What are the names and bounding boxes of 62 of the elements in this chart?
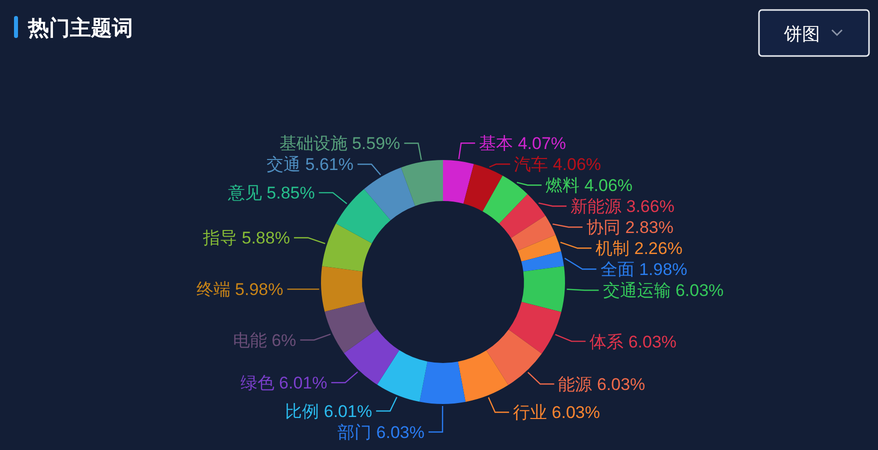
donut-slice <box>344 329 400 385</box>
data-label: 6.03% <box>670 281 724 300</box>
donut-slice <box>521 251 564 272</box>
slice-label: 汽车 <box>514 155 548 174</box>
data-label: 5.59% <box>347 134 400 154</box>
data-label: 4.06% <box>580 176 633 196</box>
slice-label: 指导 <box>202 228 238 248</box>
slice-label: 燃料 <box>546 176 580 196</box>
slice-label: 比例 <box>285 402 320 421</box>
chart-title: 热门主题词 <box>27 16 133 40</box>
donut-slice <box>401 160 443 206</box>
data-label: 5.85% <box>262 184 315 203</box>
data-label: 3.66% <box>622 197 674 216</box>
slice-label: 交通运输 <box>602 281 671 300</box>
slice-label: 新能源 <box>570 197 622 216</box>
slice-label: 能源 <box>558 375 592 394</box>
slice-label: 终端 <box>196 280 230 300</box>
text: 饼图 <box>783 24 820 44</box>
data-label: 6.03% <box>624 332 677 352</box>
data-label: 1.98% <box>634 260 688 280</box>
slice-label: 意见 <box>226 184 262 203</box>
slice-label: 机制 <box>596 239 630 258</box>
data-label: 6.01% <box>319 402 372 421</box>
data-label: 2.83% <box>620 218 674 238</box>
data-label: 6.03% <box>372 423 425 442</box>
data-label: 5.88% <box>237 228 290 248</box>
slice-label: 行业 <box>513 403 548 422</box>
data-label: 4.06% <box>548 155 602 174</box>
slice-label: 基础设施 <box>279 134 348 154</box>
slice-label: 协同 <box>586 218 621 238</box>
slice-label: 全面 <box>600 260 634 280</box>
data-label: 5.98% <box>230 280 284 300</box>
slice-label: 部门 <box>338 423 372 442</box>
data-label: 6% <box>266 330 296 350</box>
slice-label: 绿色 <box>240 374 274 393</box>
donut-slice <box>518 234 562 262</box>
donut-slice <box>336 188 391 244</box>
donut-slice <box>324 302 378 354</box>
donut-slice <box>443 160 474 204</box>
donut-slice <box>499 194 546 238</box>
slice-label: 基本 <box>479 134 514 154</box>
donut-slice <box>510 216 556 251</box>
donut-slice <box>420 362 466 404</box>
data-label: 6.01% <box>274 374 328 393</box>
donut-slice <box>522 266 565 312</box>
data-label: 5.61% <box>300 155 354 174</box>
data-label: 6.03% <box>592 375 646 394</box>
data-label: 2.26% <box>630 239 682 258</box>
donut-slice <box>364 167 416 220</box>
data-label: 6.03% <box>547 403 600 422</box>
donut-slice <box>321 266 364 312</box>
donut-slice <box>486 330 542 386</box>
donut-slice <box>508 302 562 354</box>
slice-label: 电能 <box>232 330 267 350</box>
donut-slice <box>482 176 528 224</box>
donut-slice <box>458 350 508 402</box>
data-label: 4.07% <box>513 134 566 154</box>
donut-slice <box>322 224 372 272</box>
slice-label: 交通 <box>266 155 301 174</box>
slice-label: 体系 <box>590 332 624 352</box>
donut-slice <box>463 164 503 212</box>
donut-slice <box>377 350 428 402</box>
